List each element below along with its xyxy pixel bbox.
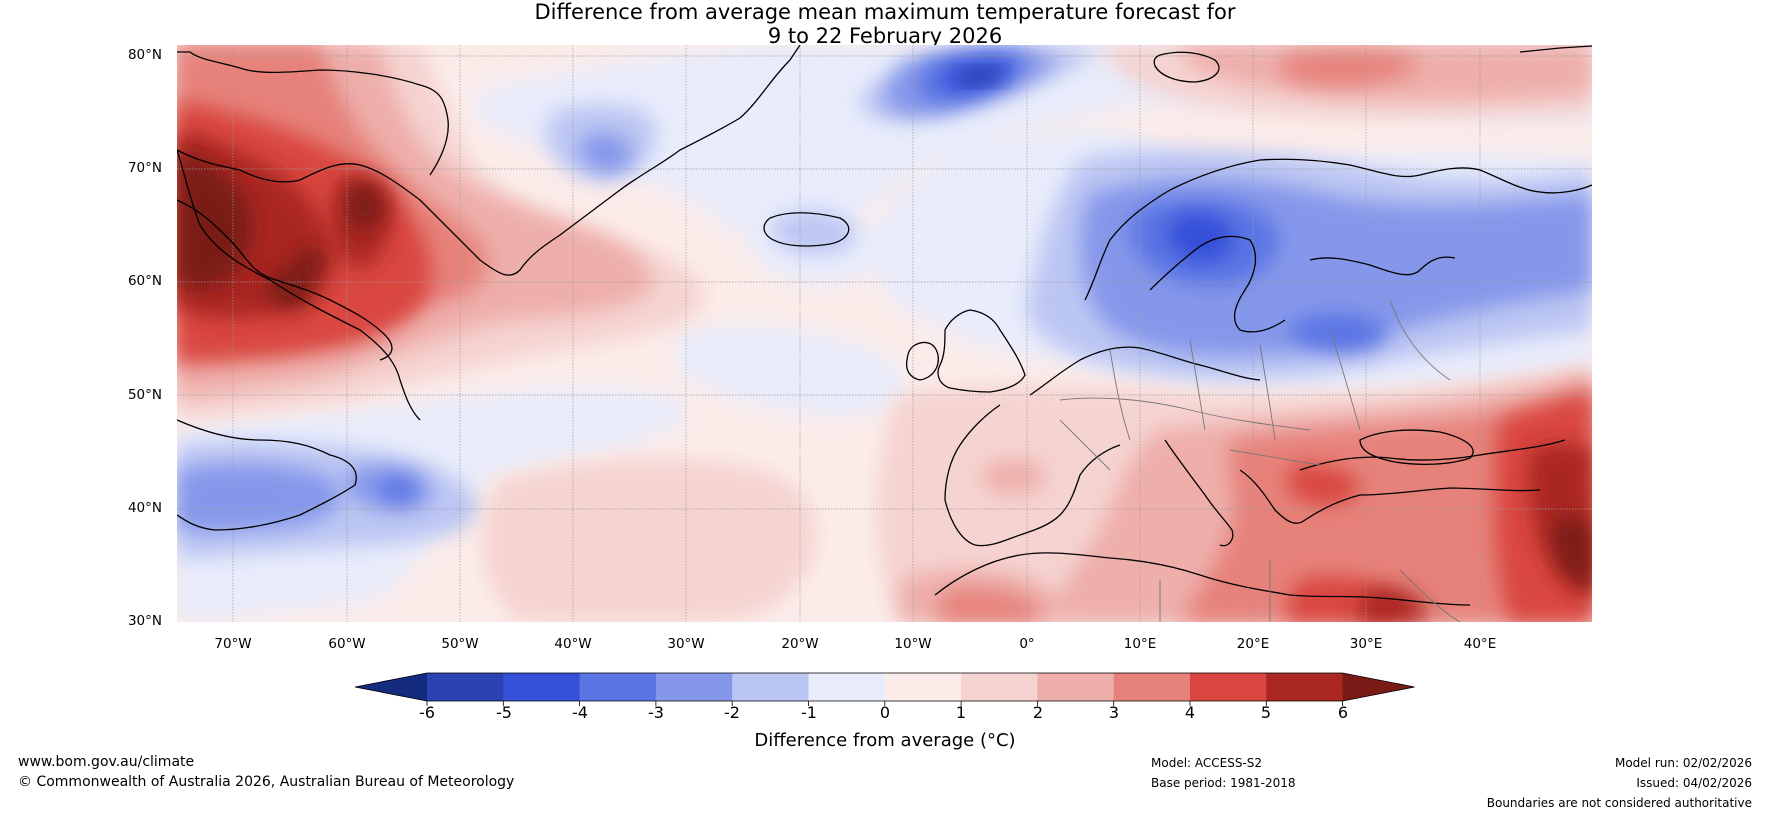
colorbar-extend-low — [355, 673, 427, 701]
anomaly-band-minus6-minus5 — [959, 67, 1003, 86]
disclaimer-text: Boundaries are not considered authoritat… — [1486, 796, 1752, 810]
base-period-text: Base period: 1981-2018 — [1151, 776, 1296, 790]
map-title: Difference from average mean maximum tem… — [0, 0, 1770, 48]
colorbar-tick: -4 — [572, 703, 588, 722]
anomaly-band-minus1-0 — [674, 326, 906, 416]
title-line-1: Difference from average mean maximum tem… — [534, 0, 1236, 24]
colorbar-swatch — [808, 673, 886, 701]
lat-label-80n: 80°N — [127, 47, 162, 63]
colorbar-tick: 4 — [1184, 703, 1196, 722]
copyright-text: © Commonwealth of Australia 2026, Austra… — [18, 774, 515, 790]
lat-label-60n: 60°N — [127, 273, 162, 289]
colorbar-swatch — [579, 673, 657, 701]
colorbar-tick: 1 — [955, 703, 967, 722]
lon-label-40w: 40°W — [554, 636, 592, 652]
colorbar-swatch — [1190, 673, 1267, 701]
lon-label-0: 0° — [1019, 636, 1035, 652]
lon-label-50w: 50°W — [441, 636, 479, 652]
website-text: www.bom.gov.au/climate — [18, 754, 195, 770]
lon-label-30w: 30°W — [667, 636, 705, 652]
colorbar-tick: 6 — [1337, 703, 1349, 722]
graticule — [177, 45, 1592, 622]
colorbar-label: Difference from average (°C) — [754, 730, 1016, 751]
colorbar-tick: -3 — [648, 703, 664, 722]
issued-text: Issued: 04/02/2026 — [1636, 776, 1752, 790]
colorbar-swatch — [1037, 673, 1115, 701]
lat-label-30n: 30°N — [127, 613, 162, 629]
colorbar-tick: 2 — [1032, 703, 1044, 722]
lat-label-50n: 50°N — [127, 387, 162, 403]
model-text: Model: ACCESS-S2 — [1151, 756, 1263, 770]
lon-label-70w: 70°W — [214, 636, 252, 652]
lon-label-60w: 60°W — [328, 636, 366, 652]
colorbar-swatch — [1266, 673, 1344, 701]
colorbar-swatch — [884, 673, 962, 701]
country-borders — [1059, 299, 1461, 622]
anomaly-field — [177, 45, 1592, 622]
coastlines — [177, 45, 1592, 606]
lon-label-20e: 20°E — [1236, 636, 1270, 652]
colorbar-swatch — [732, 673, 809, 701]
colorbar-swatch — [503, 673, 581, 701]
model-run-text: Model run: 02/02/2026 — [1614, 756, 1752, 770]
colorbar-tick: 5 — [1260, 703, 1272, 722]
lon-label-20w: 20°W — [781, 636, 819, 652]
lon-label-40e: 40°E — [1463, 636, 1497, 652]
lon-label-10w: 10°W — [894, 636, 932, 652]
colorbar-tick: -5 — [496, 703, 512, 722]
title-line-2: 9 to 22 February 2026 — [767, 24, 1003, 48]
lon-label-10e: 10°E — [1123, 636, 1157, 652]
colorbar-swatch — [961, 673, 1038, 701]
colorbar-tick: -6 — [419, 703, 435, 722]
colorbar-swatch — [427, 673, 504, 701]
colorbar-tick: -1 — [801, 703, 817, 722]
colorbar-swatch — [655, 673, 733, 701]
colorbar-tick: 0 — [879, 703, 891, 722]
colorbar-swatch — [1113, 673, 1191, 701]
colorbar-tick: -2 — [724, 703, 740, 722]
colorbar-tick: 3 — [1108, 703, 1120, 722]
lon-label-30e: 30°E — [1349, 636, 1383, 652]
lat-label-70n: 70°N — [127, 160, 162, 176]
lat-label-40n: 40°N — [127, 500, 162, 516]
colorbar — [354, 672, 1415, 706]
colorbar-extend-high — [1342, 673, 1415, 701]
